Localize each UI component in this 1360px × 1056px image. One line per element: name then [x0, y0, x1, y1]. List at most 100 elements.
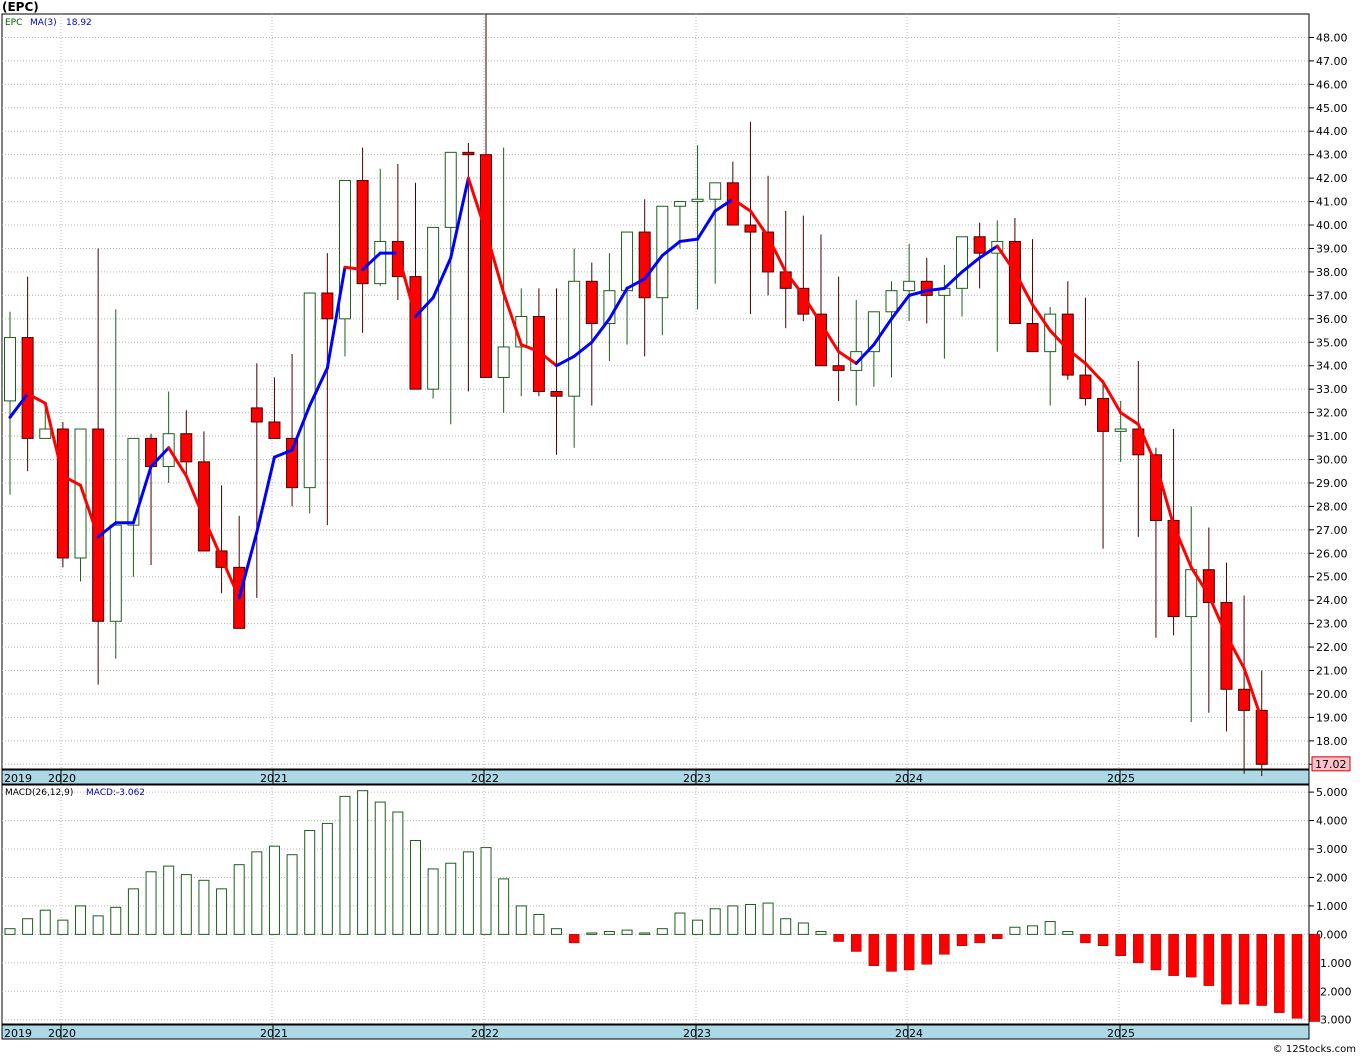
candle	[286, 353, 299, 507]
ma3-segment	[43, 401, 65, 478]
ma3-segment	[484, 230, 506, 295]
ma3-segment	[8, 392, 30, 419]
price-tick-label: 20.00	[1316, 688, 1348, 701]
macd-bar	[498, 878, 510, 935]
candle	[250, 363, 263, 598]
ma3-segment	[1154, 462, 1176, 527]
candle-body	[973, 236, 986, 254]
macd-bar	[374, 801, 386, 935]
ma3-segment	[942, 270, 964, 290]
ma3-segment	[978, 244, 999, 260]
ma3-segment	[466, 176, 488, 234]
macd-bar	[709, 908, 721, 935]
candle	[797, 215, 810, 322]
candle-body	[1114, 428, 1127, 432]
candle-body	[391, 240, 404, 278]
macd-year-label: 2022	[471, 1027, 499, 1040]
price-tick-label: 48.00	[1316, 31, 1348, 44]
candle	[956, 236, 969, 317]
last-price-badge	[1311, 756, 1351, 772]
candle-body	[638, 231, 651, 299]
price-tick-label: 38.00	[1316, 266, 1348, 279]
ma3-segment	[960, 256, 982, 274]
macd-bar	[145, 871, 157, 935]
macd-bar	[1044, 921, 1056, 935]
macd-bar	[1080, 934, 1091, 944]
price-year-band	[1, 769, 1310, 785]
price-tick-label: 33.00	[1316, 383, 1348, 396]
ma3-segment	[26, 392, 47, 405]
candle-body	[21, 337, 34, 439]
candle	[550, 288, 563, 455]
candle	[709, 182, 722, 284]
last-price-label: 17.02	[1315, 758, 1347, 771]
candle-body	[673, 201, 686, 207]
candle-body	[1079, 374, 1092, 400]
candle-body	[1044, 313, 1057, 353]
ma3-segment	[149, 446, 171, 469]
candle	[867, 311, 880, 387]
macd-bar	[833, 934, 844, 942]
price-tick-label: 30.00	[1316, 453, 1348, 466]
macd-bar	[462, 851, 474, 935]
ma3-segment	[1066, 347, 1087, 365]
ma3-segment	[590, 317, 611, 344]
ma3-segment	[678, 237, 700, 243]
candle-body	[814, 313, 827, 367]
price-tick-label: 37.00	[1316, 289, 1348, 302]
ma3-segment	[96, 521, 118, 539]
ma3-segment	[290, 404, 312, 452]
price-legend-symbol: EPC	[5, 18, 22, 28]
macd-tick-label: 5.000	[1316, 786, 1348, 799]
candle-body	[726, 182, 739, 226]
macd-bar	[233, 864, 245, 935]
candle-body	[1185, 569, 1198, 618]
candle-body	[409, 276, 422, 390]
macd-bar	[744, 904, 756, 935]
candle	[21, 276, 34, 472]
candle	[321, 253, 334, 526]
macd-bar	[445, 862, 457, 935]
candle-body	[127, 437, 140, 526]
macd-bar	[992, 934, 1003, 939]
macd-bar	[886, 934, 897, 972]
ma3-segment	[202, 516, 224, 560]
macd-bar	[1133, 934, 1144, 964]
macd-bar	[163, 865, 175, 935]
price-tick-label: 18.00	[1316, 735, 1348, 748]
price-tick-label: 22.00	[1316, 641, 1348, 654]
candle	[568, 248, 581, 448]
macd-bar	[586, 932, 598, 935]
macd-bar	[75, 905, 87, 935]
macd-legend-indicator: MACD(26,12,9)	[5, 788, 73, 798]
candle-body	[832, 365, 845, 371]
ma3-segment	[502, 291, 523, 347]
ma3-segment	[1119, 411, 1140, 426]
macd-bar	[1256, 934, 1267, 1006]
price-tick-label: 21.00	[1316, 665, 1348, 678]
candle-body	[268, 421, 281, 439]
macd-bar	[127, 888, 139, 935]
candle-body	[303, 292, 316, 489]
ma3-segment	[995, 244, 1017, 274]
candle-body	[532, 315, 545, 392]
candle-body	[250, 407, 263, 423]
candle-body	[903, 280, 916, 292]
candle	[1079, 297, 1092, 406]
candle	[1238, 595, 1251, 774]
candle	[74, 428, 87, 582]
macd-tick-label: 2.000	[1316, 871, 1348, 884]
macd-bar	[939, 934, 950, 955]
candle-body	[885, 290, 898, 313]
candle	[497, 147, 510, 413]
macd-bar	[110, 906, 122, 935]
price-tick-label: 28.00	[1316, 500, 1348, 513]
ma3-segment	[854, 343, 876, 365]
macd-bar	[956, 934, 968, 947]
candle	[532, 288, 545, 397]
price-year-label: 2021	[260, 772, 288, 785]
ma3-segment	[343, 265, 365, 272]
ma3-segment	[272, 448, 294, 459]
